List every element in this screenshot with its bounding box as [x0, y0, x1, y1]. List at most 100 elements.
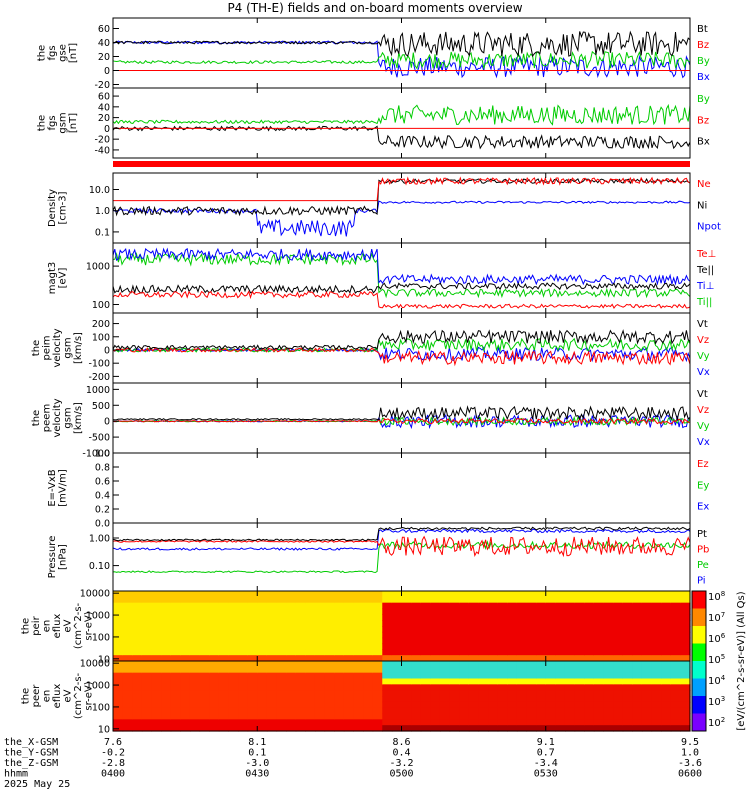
spectrogram-cell	[545, 643, 556, 650]
y-tick-label: 40	[98, 38, 110, 49]
spectrogram-cell	[141, 591, 153, 598]
spectrogram-cell	[122, 725, 133, 732]
legend-entry: Bt	[697, 24, 708, 35]
spectrogram-cell	[680, 661, 691, 668]
spectrogram-cell	[247, 678, 258, 685]
spectrogram-cell	[305, 643, 316, 650]
spectrogram-cell	[132, 602, 143, 610]
spectrogram-cell	[507, 713, 518, 720]
spectrogram-cell	[661, 719, 672, 726]
spectrogram-cell	[622, 591, 633, 598]
spectrogram-cell	[651, 701, 662, 709]
series-line-fgs-gse-By	[112, 50, 691, 70]
spectrogram-cell	[430, 666, 441, 674]
spectrogram-cell	[574, 637, 585, 645]
spectrogram-cell	[113, 620, 124, 627]
spectrogram-cell	[507, 602, 518, 610]
spectrogram-cell	[401, 725, 412, 732]
spectrogram-cell	[324, 643, 335, 650]
spectrogram-cell	[161, 602, 172, 610]
spectrogram-cell	[468, 713, 480, 720]
spectrogram-cell	[651, 631, 662, 639]
spectrogram-cell	[257, 661, 268, 668]
spectrogram-cell	[593, 678, 605, 685]
spectrogram-cell	[641, 661, 653, 668]
spectrogram-cell	[353, 602, 364, 610]
spectrogram-cell	[305, 696, 316, 703]
legend-entry: Ex	[697, 502, 709, 513]
spectrogram-cell	[276, 649, 287, 656]
spectrogram-cell	[516, 655, 528, 662]
spectrogram-cell	[238, 608, 249, 615]
spectrogram-cell	[439, 666, 451, 674]
spectrogram-cell	[401, 696, 412, 703]
spectrogram-cell	[555, 655, 566, 662]
spectrogram-cell	[257, 672, 268, 680]
spectrogram-cell	[266, 655, 278, 662]
y-axis-label: Density	[47, 189, 58, 227]
spectrogram-cell	[218, 649, 229, 656]
spectrogram-cell	[545, 637, 556, 645]
spectrogram-cell	[382, 707, 393, 715]
spectrogram-cell	[324, 672, 335, 680]
legend-entry: Vx	[697, 367, 710, 378]
spectrogram-cell	[141, 672, 153, 680]
spectrogram-cell	[680, 701, 691, 709]
spectrogram-cell	[343, 620, 355, 627]
colorbar-title: [eV/(cm^2-s-sr-eV)] (All Qs)	[736, 591, 747, 730]
spectrogram-cell	[161, 701, 172, 709]
spectrogram-cell	[391, 713, 403, 720]
spectrogram-cell	[324, 631, 335, 639]
spectrogram-cell	[641, 719, 653, 726]
spectrogram-cell	[286, 678, 297, 685]
spectrogram-cell	[199, 701, 210, 709]
spectrogram-cell	[574, 701, 585, 709]
spectrogram-cell	[295, 649, 306, 656]
spectrogram-cell	[372, 696, 383, 703]
spectrogram-cell	[545, 655, 556, 662]
spectrogram-cell	[247, 672, 258, 680]
spectrogram-cell	[564, 672, 576, 680]
y-axis-label: sr-eV)	[84, 611, 95, 640]
spectrogram-cell	[516, 684, 528, 691]
spectrogram-cell	[151, 637, 162, 645]
spectrogram-cell	[170, 614, 181, 621]
spectrogram-cell	[584, 661, 595, 668]
spectrogram-cell	[545, 690, 556, 697]
spectrogram-cell	[189, 719, 201, 726]
spectrogram-cell	[295, 643, 306, 650]
spectrogram-cell	[613, 620, 624, 627]
spectrogram-cell	[641, 701, 653, 709]
spectrogram-cell	[343, 672, 355, 680]
spectrogram-cell	[507, 596, 518, 604]
spectrogram-cell	[564, 591, 576, 598]
spectrogram-cell	[170, 620, 181, 627]
spectrogram-cell	[151, 614, 162, 621]
spectrogram-cell	[536, 626, 547, 633]
spectrogram-cell	[497, 626, 508, 633]
spectrogram-cell	[420, 649, 431, 656]
spectrogram-cell	[314, 725, 326, 732]
legend-entry: Bz	[697, 115, 709, 126]
spectrogram-cell	[286, 666, 297, 674]
spectrogram-cell	[209, 596, 220, 604]
spectrogram-cell	[478, 596, 489, 604]
spectrogram-cell	[113, 690, 124, 697]
spectrogram-cell	[516, 696, 528, 703]
y-axis-label: [nPa]	[57, 544, 68, 570]
spectrogram-cell	[555, 626, 566, 633]
spectrogram-cell	[266, 666, 278, 674]
spectrogram-cell	[382, 655, 393, 662]
spectrogram-cell	[497, 631, 508, 639]
spectrogram-cell	[468, 602, 480, 610]
spectrogram-cell	[478, 713, 489, 720]
spectrogram-cell	[132, 696, 143, 703]
spectrogram-cell	[209, 661, 220, 668]
spectrogram-cell	[641, 596, 653, 604]
spectrogram-cell	[574, 631, 585, 639]
spectrogram-cell	[363, 690, 374, 697]
spectrogram-cell	[564, 649, 576, 656]
spectrogram-cell	[488, 614, 499, 621]
spectrogram-cell	[161, 596, 172, 604]
spectrogram-cell	[651, 614, 662, 621]
